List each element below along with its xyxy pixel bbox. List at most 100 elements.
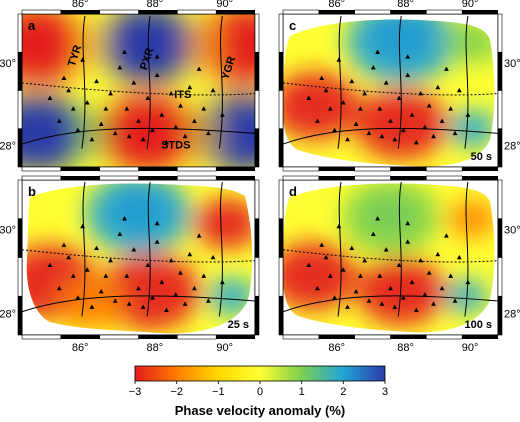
station-marker bbox=[150, 295, 155, 300]
station-marker bbox=[340, 267, 346, 272]
station-marker bbox=[435, 84, 441, 90]
station-marker bbox=[426, 103, 432, 108]
station-marker bbox=[117, 64, 123, 70]
station-marker bbox=[131, 247, 137, 252]
station-marker bbox=[154, 220, 160, 226]
lon-tick-label: 88° bbox=[146, 0, 163, 10]
lat-tick-label: 30° bbox=[0, 225, 16, 237]
station-marker bbox=[323, 254, 329, 260]
station-marker bbox=[145, 262, 151, 268]
station-marker bbox=[187, 84, 193, 90]
colorbar-tick-label: 1 bbox=[299, 386, 305, 398]
station-marker bbox=[388, 118, 393, 123]
colorbar-tick-label: −1 bbox=[212, 386, 225, 398]
station-marker bbox=[89, 136, 95, 142]
station-marker bbox=[366, 298, 372, 303]
station-marker bbox=[201, 273, 207, 278]
station-marker bbox=[164, 139, 169, 145]
panel-d: d 100 s 86° 88° 90° 30° 28° bbox=[278, 175, 520, 354]
lat-tick-label: 28° bbox=[504, 141, 520, 153]
station-marker bbox=[319, 242, 325, 247]
station-marker bbox=[182, 301, 188, 306]
station-marker bbox=[219, 279, 225, 285]
lon-tick-label: 86° bbox=[328, 0, 345, 10]
station-marker bbox=[405, 72, 411, 77]
panel-letter: b bbox=[28, 184, 36, 199]
station-marker bbox=[126, 133, 132, 139]
station-marker bbox=[89, 304, 95, 309]
station-marker bbox=[345, 136, 350, 142]
station-marker bbox=[426, 270, 432, 275]
velocity-field bbox=[26, 183, 253, 334]
station-marker bbox=[124, 273, 130, 278]
fault-lines bbox=[21, 15, 256, 149]
station-marker bbox=[306, 95, 312, 100]
lat-tick-label: 30° bbox=[0, 58, 16, 70]
colorbar-tick-label: 2 bbox=[340, 386, 346, 398]
station-marker bbox=[168, 258, 174, 263]
station-marker bbox=[413, 307, 419, 312]
station-marker bbox=[168, 90, 174, 96]
lon-tick-label: 86° bbox=[328, 342, 345, 354]
station-marker bbox=[409, 279, 415, 285]
station-marker bbox=[379, 301, 385, 306]
station-marker bbox=[154, 239, 160, 244]
station-marker bbox=[187, 251, 193, 257]
station-marker bbox=[173, 124, 179, 130]
station-marker bbox=[145, 95, 151, 100]
station-marker bbox=[405, 239, 411, 244]
station-marker bbox=[392, 136, 398, 142]
station-marker bbox=[405, 54, 411, 59]
station-marker bbox=[465, 279, 471, 285]
lon-tick-label: 88° bbox=[146, 342, 163, 354]
station-marker bbox=[465, 112, 471, 117]
station-marker bbox=[327, 273, 333, 278]
station-marker bbox=[56, 285, 62, 291]
geologic-label: ITS bbox=[174, 89, 191, 101]
station-marker bbox=[362, 90, 368, 96]
station-marker bbox=[444, 66, 449, 71]
station-marker bbox=[75, 295, 81, 300]
lat-tick-label: 28° bbox=[0, 308, 16, 320]
lon-tick-label: 90° bbox=[216, 0, 233, 10]
seismic-stations bbox=[47, 49, 225, 145]
station-marker bbox=[159, 112, 165, 117]
station-marker bbox=[112, 130, 118, 136]
station-marker bbox=[383, 80, 389, 85]
lon-tick-label: 88° bbox=[397, 342, 414, 354]
lon-tick-label: 90° bbox=[216, 342, 233, 354]
station-marker bbox=[70, 106, 76, 111]
station-marker bbox=[409, 112, 415, 117]
lon-tick-label: 90° bbox=[462, 0, 479, 10]
period-label: 25 s bbox=[228, 319, 249, 331]
station-marker bbox=[210, 87, 216, 93]
panel-c: c 50 s 86° 88° 90° 30° 28° bbox=[278, 0, 520, 172]
colorbar-tick-label: 0 bbox=[257, 386, 263, 398]
station-marker bbox=[61, 75, 67, 81]
station-marker bbox=[379, 133, 385, 139]
station-marker bbox=[362, 258, 368, 263]
station-marker bbox=[66, 87, 71, 93]
station-marker bbox=[122, 49, 127, 55]
station-marker bbox=[47, 95, 53, 100]
station-marker bbox=[131, 80, 137, 85]
station-marker bbox=[336, 57, 342, 62]
panel-letter: c bbox=[289, 18, 296, 33]
station-marker bbox=[70, 273, 76, 278]
station-marker bbox=[117, 231, 123, 237]
station-marker bbox=[196, 233, 202, 238]
station-marker bbox=[66, 254, 71, 260]
station-marker bbox=[94, 245, 99, 250]
station-marker bbox=[80, 223, 85, 229]
station-marker bbox=[206, 130, 211, 136]
station-marker bbox=[405, 220, 411, 226]
velocity-field bbox=[282, 19, 495, 167]
seismic-stations bbox=[306, 216, 471, 312]
station-marker bbox=[323, 87, 329, 93]
colorbar: −3 −2 −1 0 1 2 3 Phase velocity anomaly (%) bbox=[129, 365, 388, 418]
station-marker bbox=[435, 251, 441, 257]
station-marker bbox=[182, 133, 188, 139]
station-marker bbox=[327, 106, 333, 111]
station-marker bbox=[124, 106, 130, 111]
station-marker bbox=[315, 285, 320, 291]
